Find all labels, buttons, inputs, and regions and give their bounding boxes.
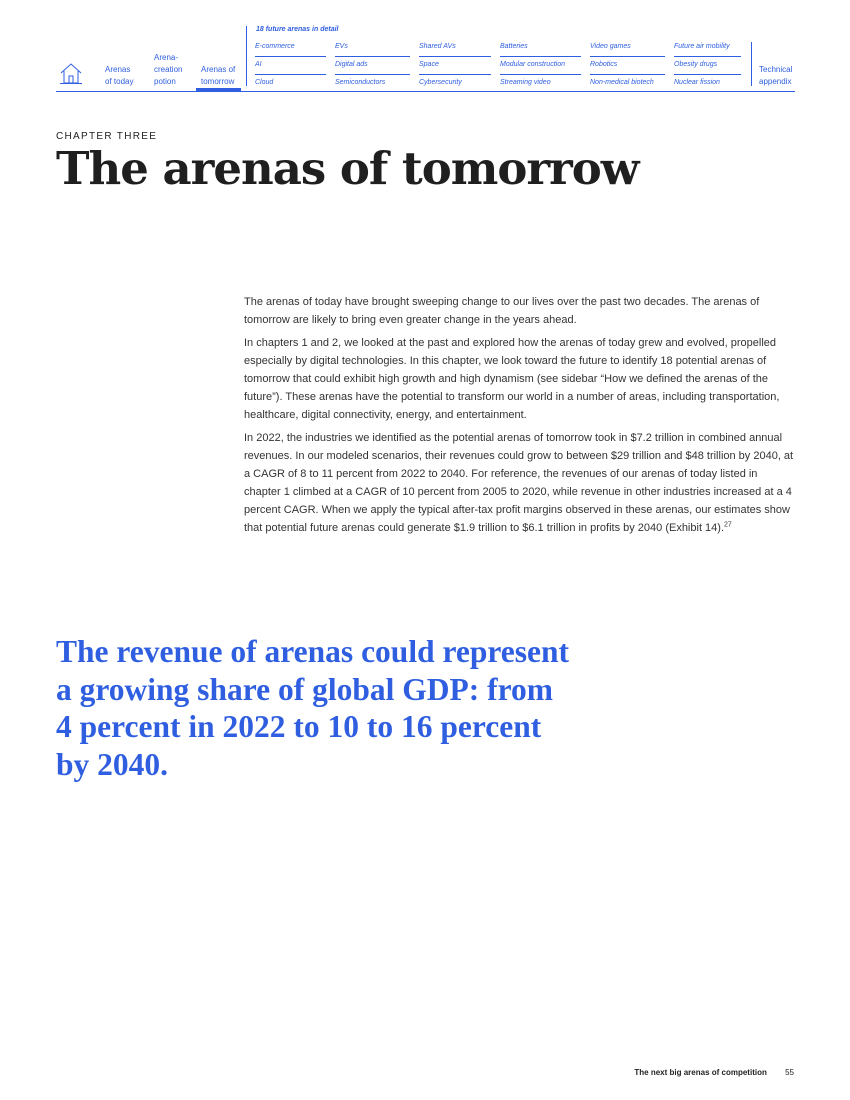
body-paragraph-text: In 2022, the industries we identified as… [244,432,794,534]
nav-divider [246,26,247,86]
nav-arena-link[interactable]: Modular construction [500,58,581,75]
pull-quote: The revenue of arenas could represent a … [56,634,570,782]
nav-arena-link[interactable]: Non-medical biotech [590,79,654,86]
nav-divider [751,42,752,86]
nav-arena-link[interactable]: E-commerce [255,40,326,57]
detail-column: EVs Digital ads Semiconductors [335,40,410,93]
nav-arena-link[interactable]: AI [255,58,326,75]
nav-label-line: appendix [759,77,792,86]
home-button[interactable] [60,62,82,84]
detail-arenas-heading: 18 future arenas in detail [256,26,339,33]
nav-label-line: Arenas [105,65,131,74]
body-paragraph: In 2022, the industries we identified as… [244,429,794,537]
nav-label-line: creation [154,65,183,74]
nav-arena-link[interactable]: Batteries [500,40,581,57]
nav-arena-link[interactable]: Digital ads [335,58,410,75]
detail-column: Shared AVs Space Cybersecurity [419,40,491,93]
nav-label-line: Arenas of [201,65,236,74]
nav-label-line: tomorrow [201,77,235,86]
home-icon [60,62,82,84]
nav-arena-link[interactable]: Space [419,58,491,75]
nav-bottom-rule [56,91,795,92]
nav-arena-link[interactable]: Robotics [590,58,665,75]
nav-label-line: potion [154,77,176,86]
nav-label-line: Arena- [154,53,179,62]
detail-column: Video games Robotics Non-medical biotech [590,40,665,93]
detail-column: Batteries Modular construction Streaming… [500,40,581,93]
nav-arena-link[interactable]: Obesity drugs [674,58,741,75]
nav-arena-link[interactable]: Shared AVs [419,40,491,57]
nav-technical-appendix[interactable]: Technical appendix [759,64,792,88]
nav-arena-link[interactable]: Video games [590,40,665,57]
nav-arena-link[interactable]: Cybersecurity [419,79,462,86]
nav-arenas-of-tomorrow[interactable]: Arenas of tomorrow [201,64,235,88]
active-tab-indicator [196,88,241,91]
detail-column: E-commerce AI Cloud [255,40,326,93]
footer-document-title: The next big arenas of competition [634,1068,767,1077]
body-text: The arenas of today have brought sweepin… [244,293,794,542]
nav-arena-link[interactable]: EVs [335,40,410,57]
footnote-reference[interactable]: 27 [724,521,732,529]
body-paragraph: In chapters 1 and 2, we looked at the pa… [244,337,780,421]
nav-arena-creation-potion[interactable]: Arena- creation potion [154,52,182,88]
chapter-label: CHAPTER THREE [56,131,158,142]
nav-arena-link[interactable]: Streaming video [500,79,551,86]
nav-arenas-of-today[interactable]: Arenas of today [105,64,133,88]
nav-arena-link[interactable]: Cloud [255,79,274,86]
page-footer: The next big arenas of competition 55 [634,1068,794,1077]
body-paragraph: The arenas of today have brought sweepin… [244,296,760,326]
page-number: 55 [785,1068,794,1077]
nav-arena-link[interactable]: Nuclear fission [674,79,720,86]
detail-column: Future air mobility Obesity drugs Nuclea… [674,40,741,93]
chapter-title: The arenas of tomorrow [56,142,640,195]
nav-label-line: Technical [759,65,793,74]
nav-label-line: of today [105,77,134,86]
nav-arena-link[interactable]: Future air mobility [674,40,741,57]
top-navigation: Arenas of today Arena- creation potion A… [0,0,850,100]
nav-arena-link[interactable]: Semiconductors [335,79,386,86]
